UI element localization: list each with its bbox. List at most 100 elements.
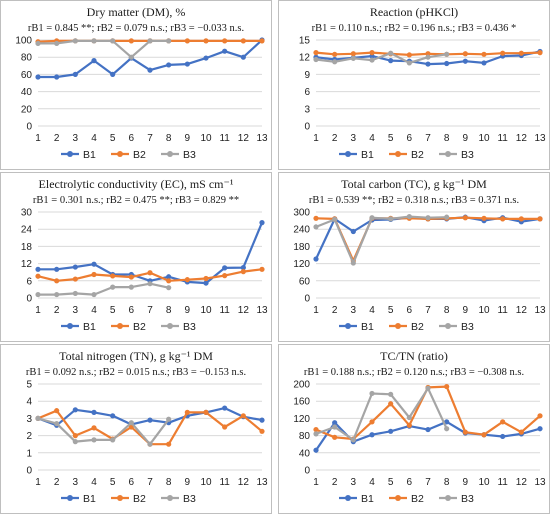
y-tick-label: 2 <box>26 431 32 442</box>
chart-stats: rB1 = 0.188 n.s.; rB2 = 0.120 n.s.; rB3 … <box>304 367 524 378</box>
data-point <box>313 447 319 453</box>
data-point <box>462 51 468 57</box>
data-point <box>313 50 319 56</box>
series-line <box>314 387 448 441</box>
data-point <box>184 277 190 283</box>
legend-label: B2 <box>133 493 146 505</box>
x-tick-label: 2 <box>54 305 60 316</box>
y-tick-label: 0 <box>26 122 32 133</box>
data-point <box>369 50 375 56</box>
data-point <box>537 426 543 432</box>
legend-item-b3: B3 <box>161 321 196 333</box>
chart-panel-4: Total carbon (TC), g kg⁻¹ DM rB1 = 0.539 … <box>278 172 550 342</box>
x-tick-label: 13 <box>256 133 268 144</box>
y-tick-label: 0 <box>26 294 32 305</box>
y-tick-label: 12 <box>21 259 33 270</box>
data-point <box>91 38 97 44</box>
data-point <box>332 216 338 223</box>
data-point <box>203 55 209 61</box>
legend-swatch-marker <box>345 495 351 501</box>
x-tick-label: 6 <box>407 305 413 316</box>
data-point <box>35 266 41 272</box>
data-point <box>147 38 153 44</box>
data-point <box>388 216 394 222</box>
data-point <box>91 261 97 267</box>
legend-item-b2: B2 <box>111 493 146 505</box>
data-point <box>166 274 172 280</box>
data-point <box>518 429 524 435</box>
data-point <box>72 38 78 44</box>
data-point <box>147 67 153 73</box>
data-point <box>388 58 394 64</box>
chart-panel-2: Reaction (pHKCl) rB1 = 0.110 n.s.; rB2 = … <box>278 0 550 170</box>
data-point <box>72 264 78 270</box>
data-point <box>313 215 319 221</box>
x-tick-label: 7 <box>147 305 153 316</box>
data-point <box>406 414 412 421</box>
x-tick-label: 2 <box>332 133 338 144</box>
y-tick-label: 80 <box>299 431 311 442</box>
y-tick-label: 3 <box>304 104 310 115</box>
data-point <box>72 71 78 77</box>
legend-label: B3 <box>183 493 196 505</box>
chart-panel-5: Total nitrogen (TN), g kg⁻¹ DM rB1 = 0.09… <box>0 344 272 514</box>
data-point <box>518 50 524 56</box>
chart-panel-6: TC/TN (ratio) rB1 = 0.188 n.s.; rB2 = 0.1… <box>278 344 550 514</box>
series-b1 <box>35 220 265 286</box>
legend-swatch-marker <box>167 323 173 329</box>
data-point <box>518 216 524 222</box>
chart-title: Total nitrogen (TN), g kg⁻¹ DM <box>59 349 213 363</box>
y-tick-label: 160 <box>293 397 310 408</box>
legend-swatch-marker <box>67 151 73 157</box>
legend-swatch-marker <box>395 151 401 157</box>
data-point <box>350 228 356 235</box>
legend-label: B1 <box>361 149 374 161</box>
legend-item-b3: B3 <box>161 493 196 505</box>
data-point <box>332 59 338 65</box>
chart-stats: rB1 = 0.845 **; rB2 = 0.079 n.s.; rB3 = … <box>28 23 244 34</box>
x-tick-label: 5 <box>388 305 394 316</box>
data-point <box>462 215 468 221</box>
x-tick-label: 11 <box>497 305 508 316</box>
legend-swatch-marker <box>117 323 123 329</box>
x-tick-label: 11 <box>219 305 230 316</box>
x-tick-label: 9 <box>185 477 191 488</box>
legend-swatch-marker <box>445 495 451 501</box>
legend-swatch-marker <box>67 495 73 501</box>
data-point <box>259 428 265 434</box>
data-point <box>444 214 450 220</box>
data-point <box>444 426 450 432</box>
x-tick-label: 4 <box>369 305 375 316</box>
data-point <box>35 291 41 298</box>
data-point <box>481 432 487 438</box>
data-point <box>332 434 338 440</box>
data-point <box>147 281 153 287</box>
chart-title: Dry matter (DM), % <box>87 5 186 19</box>
x-tick-label: 7 <box>147 133 153 144</box>
data-point <box>500 50 506 56</box>
data-point <box>388 428 394 434</box>
data-point <box>444 383 450 390</box>
data-point <box>369 419 375 425</box>
data-point <box>91 291 97 298</box>
data-point <box>91 271 97 278</box>
x-tick-label: 3 <box>73 305 79 316</box>
data-point <box>110 71 116 77</box>
data-point <box>222 265 228 271</box>
y-tick-label: 40 <box>21 87 33 98</box>
chart-frame <box>0 344 272 514</box>
y-tick-label: 300 <box>293 208 310 219</box>
chart-panel-3: Electrolytic conductivity (EC), mS cm⁻¹ r… <box>0 172 272 342</box>
legend-label: B1 <box>361 493 374 505</box>
x-tick-label: 5 <box>388 477 394 488</box>
data-point <box>425 426 431 433</box>
data-point <box>128 38 134 44</box>
x-tick-label: 11 <box>497 477 508 488</box>
data-point <box>240 265 246 271</box>
data-point <box>166 278 172 284</box>
data-point <box>313 56 319 63</box>
x-tick-label: 12 <box>238 133 250 144</box>
legend-item-b3: B3 <box>439 493 474 505</box>
legend-item-b2: B2 <box>111 149 146 161</box>
data-point <box>462 429 468 435</box>
